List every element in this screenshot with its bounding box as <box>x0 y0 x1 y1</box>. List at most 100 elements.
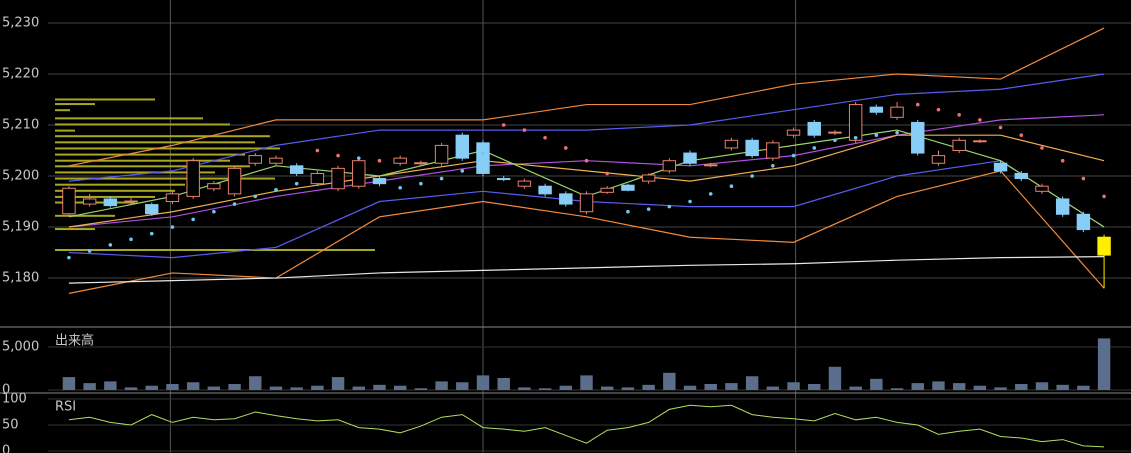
sar-dot <box>564 146 568 150</box>
sar-dot <box>998 125 1003 130</box>
candle-body <box>890 106 904 118</box>
sar-dot <box>1019 133 1024 137</box>
candle-body <box>289 165 304 174</box>
sar-dot <box>191 217 195 222</box>
indicator-line <box>68 73 1105 182</box>
volume-bar <box>352 386 365 390</box>
volume-bar <box>311 385 324 390</box>
sar-dot <box>149 231 154 236</box>
sar-dot <box>460 169 465 173</box>
indicator-line <box>68 256 1105 284</box>
volume-bar <box>663 372 676 390</box>
candle-body <box>434 144 449 164</box>
candle-body <box>662 160 677 172</box>
volume-bar <box>207 386 221 390</box>
y-tick-label: 5,000 <box>2 339 39 354</box>
sar-dot <box>936 107 941 112</box>
volume-bar <box>828 366 842 390</box>
candle-body <box>641 174 656 182</box>
volume-profile-bar <box>55 159 230 162</box>
candle-body <box>352 160 366 187</box>
sar-dot <box>212 209 216 214</box>
candle-body <box>1035 185 1049 192</box>
volume-profile-bar <box>55 189 175 192</box>
sar-dot <box>626 209 630 214</box>
sar-dot <box>895 130 899 135</box>
sar-dot <box>1040 146 1044 150</box>
candle-body <box>1055 198 1070 215</box>
volume-bar <box>725 383 738 390</box>
candle-body <box>496 178 511 181</box>
volume-bar <box>766 386 780 390</box>
sar-dot <box>356 156 361 160</box>
y-tick-label: 0 <box>2 444 10 453</box>
volume-bar <box>518 387 531 390</box>
sar-dot <box>708 192 713 196</box>
y-tick-label: 5,190 <box>2 220 39 235</box>
sar-dot <box>833 138 837 143</box>
volume-profile-bar <box>55 153 245 156</box>
volume-profile-bar <box>55 248 375 251</box>
candle-body <box>1014 172 1028 180</box>
volume-bar <box>393 385 407 390</box>
sar-dot <box>522 128 527 132</box>
volume-profile-bar <box>55 109 70 112</box>
volume-profile-bar <box>55 177 275 180</box>
sar-dot <box>729 184 734 189</box>
candle-body <box>186 160 200 197</box>
sar-dot <box>1060 158 1065 163</box>
candle-body <box>455 134 470 159</box>
volume-bar <box>166 383 179 390</box>
candle-body <box>993 162 1008 172</box>
indicator-line <box>68 27 1105 167</box>
candle-body <box>704 164 718 167</box>
volume-bar <box>83 383 96 390</box>
candle-body <box>869 106 884 113</box>
candle-body <box>82 198 97 205</box>
sar-dot <box>87 249 92 253</box>
sar-dot <box>853 135 858 140</box>
candle-body <box>807 121 821 136</box>
candle-body <box>62 187 76 215</box>
sar-dot <box>791 153 796 158</box>
volume-profile-bar <box>55 141 255 144</box>
candle-body <box>269 157 283 164</box>
candle-body <box>724 139 739 149</box>
candle-body <box>310 172 325 185</box>
volume-bar <box>456 382 469 390</box>
candle-body <box>414 162 428 165</box>
candle-body <box>559 193 573 205</box>
candle-body <box>621 184 635 191</box>
volume-profile-bar <box>55 129 75 132</box>
volume-bar <box>745 376 759 390</box>
volume-profile-bar <box>55 165 250 168</box>
candle-body <box>372 178 387 185</box>
volume-bar <box>124 387 138 390</box>
sar-dot <box>377 158 382 163</box>
candle-body <box>1097 236 1111 256</box>
sar-dot <box>108 243 113 247</box>
volume-profile-bar <box>55 214 115 217</box>
volume-bar <box>870 378 883 390</box>
y-tick-label: 5,200 <box>2 169 39 184</box>
sar-dot <box>315 148 320 153</box>
volume-bar <box>952 383 966 390</box>
y-tick-label: 5,210 <box>2 117 39 132</box>
sar-dot <box>232 202 237 206</box>
sar-dot <box>771 164 775 168</box>
volume-bar <box>249 376 262 390</box>
sar-dot <box>274 187 278 192</box>
volume-bar <box>1077 385 1090 390</box>
volume-profile-bar <box>55 228 95 231</box>
candle-body <box>124 200 138 203</box>
sar-dot <box>170 225 175 229</box>
volume-bar <box>911 383 924 390</box>
sar-dot <box>605 171 610 176</box>
volume-profile-bar <box>55 183 185 186</box>
candle-body <box>745 139 759 157</box>
sar-dot <box>67 255 71 260</box>
volume-bar <box>994 387 1007 390</box>
sar-dot <box>253 194 258 199</box>
volume-bar <box>476 375 490 390</box>
rsi-line <box>68 404 1105 448</box>
